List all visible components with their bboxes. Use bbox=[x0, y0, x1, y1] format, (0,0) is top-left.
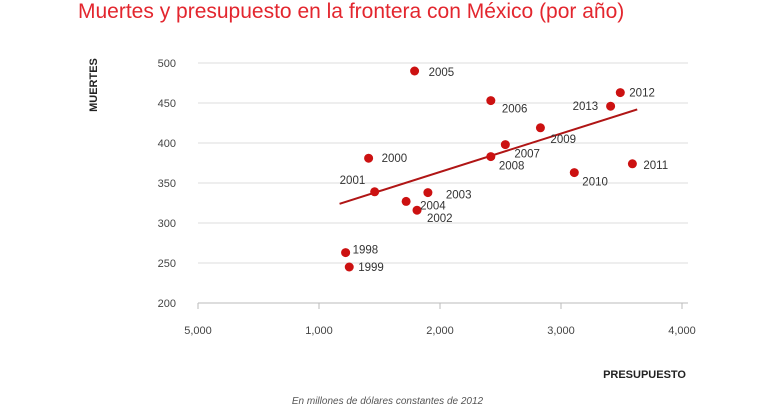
y-tick-label: 500 bbox=[158, 58, 176, 70]
data-label-2009: 2009 bbox=[550, 134, 576, 146]
y-tick-label: 450 bbox=[158, 98, 176, 110]
data-point-2008 bbox=[486, 152, 496, 162]
data-label-2012: 2012 bbox=[629, 88, 655, 100]
data-point-2000 bbox=[364, 153, 374, 163]
units-note: En millones de dólares constantes de 201… bbox=[291, 396, 484, 407]
data-label-2010: 2010 bbox=[582, 177, 608, 189]
data-label-2003: 2003 bbox=[446, 190, 472, 202]
data-label-2000: 2000 bbox=[382, 153, 408, 165]
data-point-2012 bbox=[615, 88, 625, 98]
data-point-2010 bbox=[569, 168, 579, 178]
x-tick-label: 5,000 bbox=[184, 325, 212, 337]
data-point-1999 bbox=[344, 262, 354, 272]
y-tick-label: 400 bbox=[158, 138, 176, 150]
y-tick-label: 300 bbox=[158, 218, 176, 230]
y-tick-label: 350 bbox=[158, 178, 176, 190]
y-tick-label: 250 bbox=[158, 258, 176, 270]
data-point-2003 bbox=[423, 188, 433, 198]
data-label-2007: 2007 bbox=[514, 149, 540, 161]
data-point-2013 bbox=[606, 101, 616, 111]
data-label-1999: 1999 bbox=[358, 262, 384, 274]
data-label-2005: 2005 bbox=[429, 67, 455, 79]
data-label-2001: 2001 bbox=[340, 175, 366, 187]
data-point-2011 bbox=[627, 159, 637, 169]
data-point-2007 bbox=[500, 140, 510, 150]
x-tick-label: 2,000 bbox=[426, 325, 454, 337]
data-point-2001 bbox=[370, 187, 380, 197]
data-point-2004 bbox=[401, 196, 411, 206]
data-point-1998 bbox=[341, 248, 351, 258]
data-label-2008: 2008 bbox=[499, 161, 525, 173]
data-label-2004: 2004 bbox=[420, 200, 446, 212]
data-label-2006: 2006 bbox=[502, 104, 528, 116]
data-point-2009 bbox=[535, 123, 545, 133]
data-label-2011: 2011 bbox=[643, 160, 668, 172]
data-label-2013: 2013 bbox=[573, 101, 599, 113]
data-label-2002: 2002 bbox=[427, 213, 453, 225]
x-tick-label: 4,000 bbox=[668, 325, 696, 337]
x-tick-label: 3,000 bbox=[547, 325, 575, 337]
x-tick-label: 1,000 bbox=[305, 325, 333, 337]
y-tick-label: 200 bbox=[158, 298, 176, 310]
x-axis-title: PRESUPUESTO bbox=[603, 369, 686, 381]
data-label-1998: 1998 bbox=[353, 245, 379, 257]
data-point-2002 bbox=[412, 205, 422, 215]
chart-title: Muertes y presupuesto en la frontera con… bbox=[78, 0, 625, 23]
y-axis-title: MUERTES bbox=[88, 58, 100, 112]
data-point-2006 bbox=[486, 96, 496, 106]
data-point-2005 bbox=[410, 66, 420, 76]
